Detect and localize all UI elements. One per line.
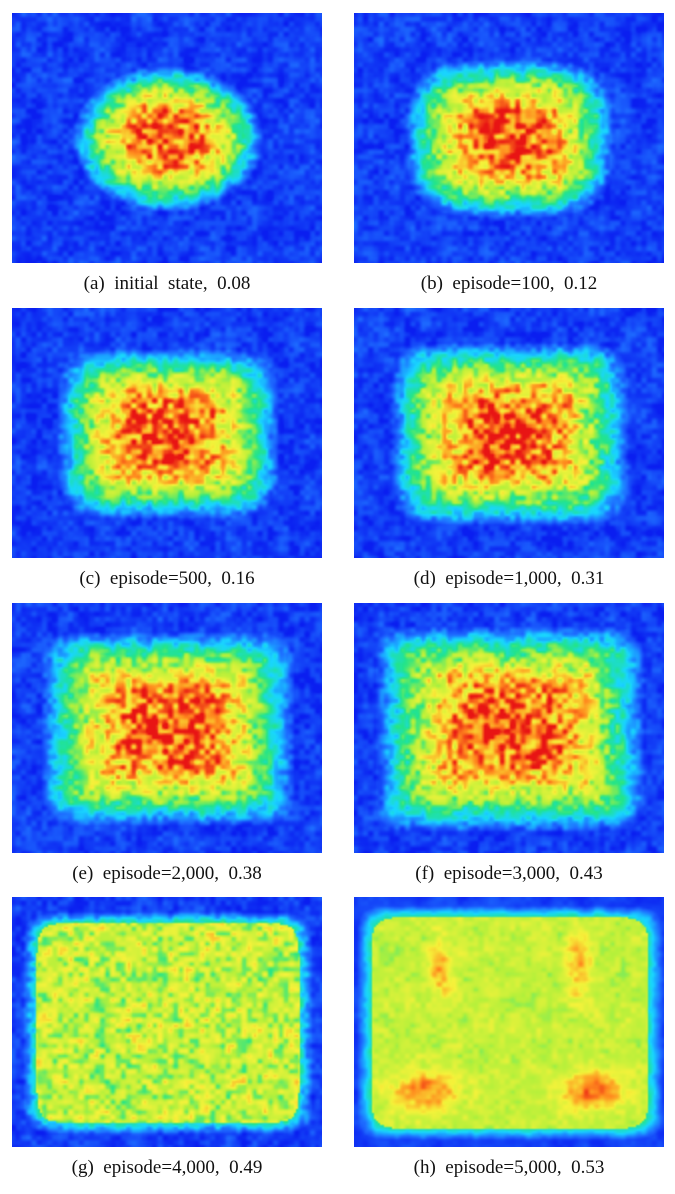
caption-b: (b) episode=100, 0.12 — [420, 273, 598, 294]
panel-e: (e) episode=2,000, 0.38 — [12, 603, 322, 884]
heatmap-canvas-a — [12, 13, 322, 263]
heatmap-image-f — [354, 603, 664, 853]
heatmap-canvas-d — [354, 308, 664, 558]
panel-h: (h) episode=5,000, 0.53 — [354, 897, 664, 1178]
heatmap-canvas-g — [12, 897, 322, 1147]
heatmap-image-e — [12, 603, 322, 853]
heatmap-image-a — [12, 13, 322, 263]
caption-f: (f) episode=3,000, 0.43 — [415, 863, 603, 884]
caption-d: (d) episode=1,000, 0.31 — [413, 568, 605, 589]
panel-g: (g) episode=4,000, 0.49 — [12, 897, 322, 1178]
caption-c: (c) episode=500, 0.16 — [79, 568, 255, 589]
heatmap-canvas-e — [12, 603, 322, 853]
heatmap-image-b — [354, 13, 664, 263]
panel-b: (b) episode=100, 0.12 — [354, 13, 664, 294]
heatmap-canvas-h — [354, 897, 664, 1147]
heatmap-image-g — [12, 897, 322, 1147]
panel-c: (c) episode=500, 0.16 — [12, 308, 322, 589]
caption-a: (a) initial state, 0.08 — [83, 273, 251, 294]
panel-a: (a) initial state, 0.08 — [12, 13, 322, 294]
heatmap-canvas-b — [354, 13, 664, 263]
heatmap-image-c — [12, 308, 322, 558]
caption-g: (g) episode=4,000, 0.49 — [71, 1157, 263, 1178]
caption-h: (h) episode=5,000, 0.53 — [413, 1157, 605, 1178]
panel-d: (d) episode=1,000, 0.31 — [354, 308, 664, 589]
heatmap-canvas-f — [354, 603, 664, 853]
panel-f: (f) episode=3,000, 0.43 — [354, 603, 664, 884]
caption-e: (e) episode=2,000, 0.38 — [72, 863, 262, 884]
heatmap-image-d — [354, 308, 664, 558]
heatmap-canvas-c — [12, 308, 322, 558]
heatmap-image-h — [354, 897, 664, 1147]
